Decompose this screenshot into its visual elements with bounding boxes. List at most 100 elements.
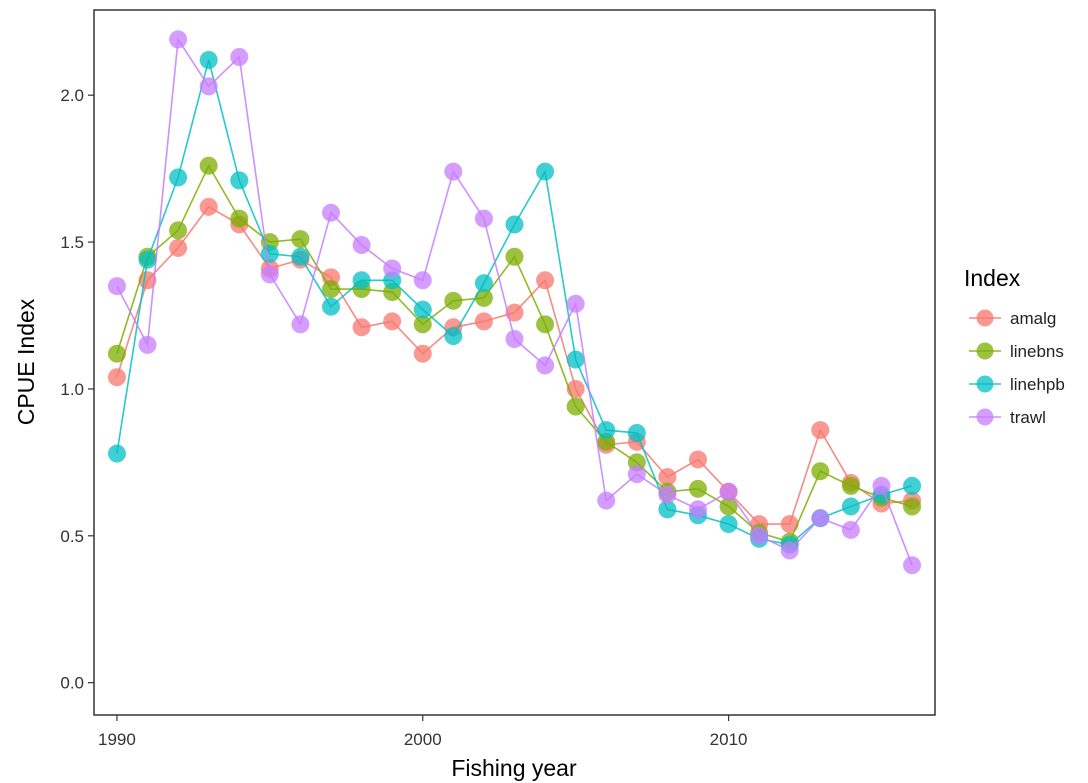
- data-point-linebns: [230, 209, 249, 228]
- data-point-trawl: [536, 356, 555, 375]
- y-tick-label: 0.0: [60, 674, 84, 693]
- data-point-linebns: [169, 221, 188, 240]
- x-tick-label: 1990: [98, 730, 136, 749]
- data-point-linehpb: [627, 424, 646, 442]
- data-point-trawl: [260, 265, 279, 284]
- data-point-amalg: [536, 271, 555, 290]
- data-point-amalg: [780, 515, 799, 534]
- data-point-amalg: [658, 468, 677, 487]
- legend-item-linebns: linebns: [969, 342, 1064, 361]
- data-point-amalg: [688, 450, 707, 469]
- data-point-trawl: [811, 509, 830, 528]
- data-point-linehpb: [536, 162, 555, 181]
- legend-item-amalg: amalg: [969, 309, 1056, 328]
- data-point-linehpb: [505, 215, 524, 234]
- y-tick-label: 0.5: [60, 527, 84, 546]
- data-point-linehpb: [474, 274, 493, 293]
- data-point-linebns: [107, 344, 126, 363]
- data-point-trawl: [138, 335, 157, 354]
- data-point-trawl: [444, 162, 463, 181]
- legend-key-point: [976, 408, 994, 426]
- data-point-linehpb: [230, 171, 249, 190]
- data-point-linebns: [474, 288, 493, 307]
- data-point-linebns: [322, 280, 341, 299]
- data-point-linehpb: [719, 515, 738, 534]
- data-point-linehpb: [413, 300, 432, 319]
- data-point-trawl: [566, 294, 585, 313]
- data-point-linehpb: [658, 500, 677, 519]
- data-point-trawl: [413, 271, 432, 290]
- data-point-linehpb: [903, 476, 922, 495]
- data-point-trawl: [505, 330, 524, 348]
- data-point-linebns: [688, 479, 707, 498]
- data-point-linebns: [413, 315, 432, 334]
- legend-title: Index: [964, 265, 1021, 291]
- data-point-trawl: [107, 277, 126, 296]
- data-point-linehpb: [107, 444, 126, 463]
- legend: Index amalg linebns linehpb trawl: [964, 265, 1065, 427]
- axes: 1990 2000 2010 0.0 0.5 1.0 1.5 2.0: [60, 86, 747, 749]
- data-point-trawl: [903, 556, 922, 575]
- data-point-linehpb: [444, 327, 463, 346]
- data-point-linebns: [811, 462, 830, 481]
- legend-key-point: [976, 342, 994, 360]
- y-axis-title: CPUE Index: [13, 298, 39, 425]
- data-point-amalg: [352, 318, 371, 337]
- data-point-linehpb: [841, 497, 860, 516]
- data-point-amalg: [413, 344, 432, 363]
- data-point-linebns: [444, 291, 463, 310]
- data-point-amalg: [199, 197, 218, 216]
- data-point-linebns: [291, 230, 310, 249]
- data-point-trawl: [352, 236, 371, 254]
- data-point-trawl: [199, 77, 218, 96]
- legend-key-point: [976, 375, 994, 393]
- legend-label: trawl: [1010, 408, 1046, 427]
- data-point-amalg: [383, 312, 402, 331]
- y-tick-label: 2.0: [60, 86, 84, 105]
- x-tick-label: 2010: [710, 730, 748, 749]
- data-point-trawl: [688, 500, 707, 519]
- data-point-trawl: [750, 526, 769, 545]
- series-linehpb: [107, 50, 922, 554]
- data-point-amalg: [107, 368, 126, 387]
- data-point-linehpb: [352, 271, 371, 290]
- plot-panel: [93, 9, 936, 716]
- data-point-linehpb: [566, 350, 585, 369]
- data-point-linebns: [199, 156, 218, 175]
- legend-label: linebns: [1010, 342, 1064, 361]
- series-trawl: [107, 30, 922, 575]
- data-point-linehpb: [322, 297, 341, 316]
- legend-label: linehpb: [1010, 375, 1065, 394]
- data-point-trawl: [627, 465, 646, 484]
- legend-item-trawl: trawl: [969, 408, 1046, 427]
- data-point-linehpb: [291, 247, 310, 266]
- data-point-trawl: [383, 259, 402, 278]
- data-point-linebns: [536, 315, 555, 334]
- data-point-linebns: [903, 497, 922, 516]
- legend-label: amalg: [1010, 309, 1056, 328]
- data-point-linehpb: [169, 168, 188, 187]
- legend-item-linehpb: linehpb: [969, 375, 1065, 394]
- y-tick-label: 1.5: [60, 233, 84, 252]
- data-point-trawl: [322, 203, 341, 222]
- legend-key-point: [976, 309, 994, 327]
- x-axis-title: Fishing year: [451, 755, 577, 781]
- data-point-trawl: [474, 209, 493, 228]
- data-point-linehpb: [199, 50, 218, 69]
- data-point-linehpb: [260, 244, 279, 263]
- data-point-linebns: [841, 476, 860, 495]
- data-point-trawl: [780, 541, 799, 560]
- series-group: [107, 30, 922, 575]
- data-point-amalg: [169, 238, 188, 257]
- data-point-linehpb: [138, 250, 157, 269]
- data-point-trawl: [169, 30, 188, 49]
- data-point-trawl: [597, 491, 616, 510]
- data-point-trawl: [658, 485, 677, 504]
- data-point-trawl: [872, 476, 891, 495]
- data-point-amalg: [811, 421, 830, 440]
- data-point-trawl: [230, 48, 249, 66]
- data-point-amalg: [505, 303, 524, 322]
- data-point-amalg: [474, 312, 493, 331]
- x-tick-label: 2000: [404, 730, 442, 749]
